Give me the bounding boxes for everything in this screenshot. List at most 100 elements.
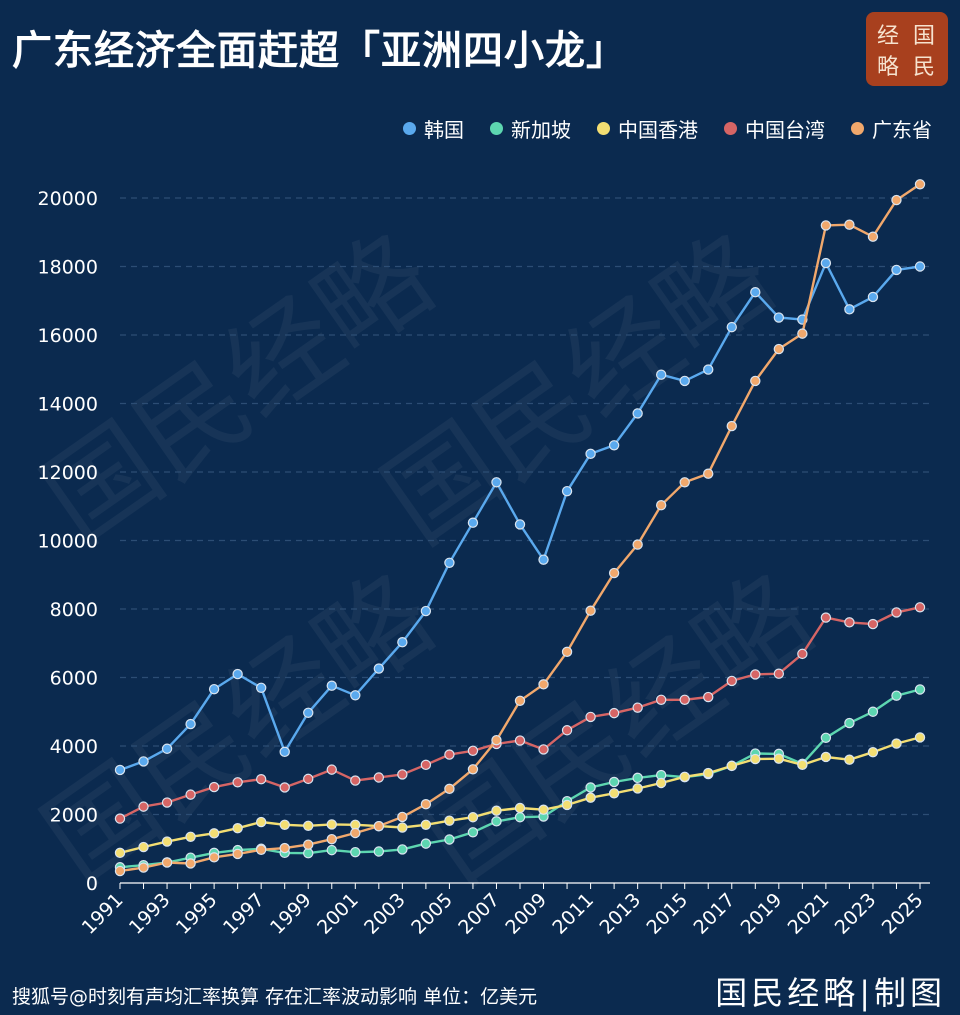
data-point-0 (114, 764, 126, 776)
data-point-0 (420, 605, 432, 617)
data-point-0 (608, 440, 620, 451)
data-point-1 (467, 827, 479, 838)
data-point-3 (797, 648, 808, 660)
legend-label: 中国香港 (618, 118, 698, 142)
seal-glyphs: 经 国 略 民 (877, 24, 935, 80)
data-point-3 (844, 617, 855, 628)
data-point-4 (114, 865, 126, 877)
data-point-1 (844, 717, 855, 729)
x-tick-label: 2017 (690, 889, 740, 939)
data-point-2 (397, 822, 408, 833)
x-tick-label: 1993 (125, 889, 175, 939)
data-point-4 (703, 468, 714, 479)
chart-legend: 韩国 新加坡 中国香港 中国台湾 广东省 (403, 114, 932, 143)
data-point-0 (232, 668, 243, 680)
data-point-0 (373, 663, 385, 674)
data-point-3 (585, 711, 596, 723)
data-point-1 (608, 776, 620, 788)
data-point-4 (467, 764, 479, 775)
data-point-4 (726, 420, 737, 432)
data-point-0 (891, 264, 902, 276)
footer-note-rest: 均汇率换算 存在汇率波动影响 单位：亿美元 (164, 986, 538, 1008)
data-point-2 (232, 823, 243, 834)
data-point-2 (891, 738, 902, 749)
data-point-0 (750, 286, 761, 298)
data-point-3 (679, 694, 690, 705)
data-point-2 (844, 754, 855, 765)
data-point-2 (114, 847, 126, 859)
data-point-3 (373, 772, 385, 783)
legend-dot-icon (403, 122, 416, 135)
data-point-2 (608, 788, 620, 799)
data-point-2 (514, 802, 526, 814)
data-point-4 (350, 827, 361, 839)
legend-dot-icon (851, 122, 864, 135)
data-point-4 (397, 811, 408, 823)
data-point-3 (867, 618, 879, 630)
x-tick-label: 2025 (878, 889, 928, 939)
data-point-1 (632, 772, 643, 784)
footer-source: 搜狐号@时刻有声 (12, 986, 165, 1008)
data-point-0 (467, 517, 479, 528)
data-point-1 (420, 838, 432, 849)
data-point-4 (232, 848, 243, 860)
legend-dot-icon (724, 122, 737, 135)
watermark-text: 国民经略 (401, 550, 835, 907)
data-point-3 (703, 691, 714, 703)
data-point-3 (303, 773, 314, 785)
data-point-2 (632, 783, 643, 794)
data-point-4 (773, 343, 785, 355)
y-tick-label: 6000 (50, 668, 98, 690)
data-point-2 (679, 771, 690, 783)
data-point-4 (138, 862, 149, 873)
x-tick-label: 2005 (407, 889, 457, 939)
y-tick-label: 4000 (50, 736, 98, 758)
legend-item-hongkong[interactable]: 中国香港 (597, 114, 698, 143)
data-point-4 (255, 844, 267, 855)
data-point-3 (561, 725, 573, 736)
x-tick-label: 1995 (172, 889, 222, 939)
data-point-4 (655, 500, 667, 511)
data-point-0 (350, 690, 361, 701)
data-point-2 (585, 792, 596, 803)
data-point-0 (914, 261, 926, 272)
x-tick-label: 2001 (313, 889, 363, 939)
data-point-1 (867, 706, 879, 717)
legend-item-guangdong[interactable]: 广东省 (851, 114, 932, 143)
data-point-2 (726, 760, 737, 772)
footer-note: 搜狐号@时刻有声均汇率换算 存在汇率波动影响 单位：亿美元 (12, 982, 537, 1009)
data-point-3 (161, 797, 173, 808)
legend-item-korea[interactable]: 韩国 (403, 114, 464, 143)
data-point-0 (703, 364, 714, 375)
legend-label: 新加坡 (511, 118, 571, 142)
y-tick-label: 2000 (50, 805, 98, 827)
data-point-2 (820, 751, 832, 763)
data-point-3 (444, 749, 455, 760)
legend-item-singapore[interactable]: 新加坡 (490, 114, 571, 143)
data-point-0 (514, 519, 526, 530)
data-point-0 (161, 743, 173, 754)
x-tick-label: 2023 (831, 889, 881, 939)
data-point-3 (420, 759, 432, 771)
data-point-2 (491, 805, 502, 816)
data-point-2 (867, 746, 879, 758)
data-point-3 (750, 669, 761, 680)
data-point-4 (561, 646, 573, 658)
data-point-1 (820, 732, 832, 743)
data-point-4 (514, 695, 526, 706)
data-point-2 (255, 816, 267, 828)
x-tick-label: 2019 (737, 889, 787, 939)
seal-char-2: 国 (913, 24, 935, 49)
data-point-2 (279, 819, 290, 830)
data-point-3 (773, 668, 785, 679)
data-point-0 (773, 312, 785, 323)
seal-char-3: 略 (877, 55, 899, 80)
data-point-0 (326, 680, 337, 691)
data-point-0 (655, 369, 667, 380)
watermark-text: 国民经略 (361, 210, 795, 567)
data-point-1 (373, 846, 385, 857)
legend-item-taiwan[interactable]: 中国台湾 (724, 114, 825, 143)
data-point-3 (138, 801, 149, 812)
data-point-0 (820, 257, 832, 269)
